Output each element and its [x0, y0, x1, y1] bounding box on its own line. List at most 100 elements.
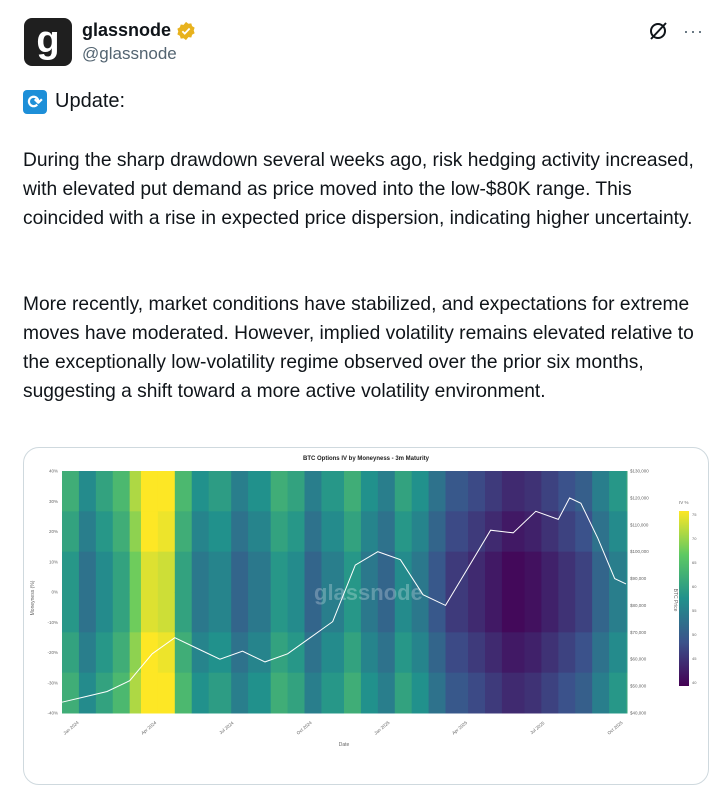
heatmap-band — [360, 632, 379, 674]
y-tick-label: 40% — [49, 469, 58, 474]
heatmap-band — [609, 511, 627, 553]
heatmap-band — [592, 551, 610, 593]
heatmap-band — [321, 672, 345, 714]
y2-tick-label: $60,000 — [630, 657, 647, 662]
heatmap-band — [157, 551, 176, 593]
colorbar-ticks: 75 70 65 60 55 50 45 40 — [692, 512, 697, 685]
heatmap-band — [524, 592, 542, 633]
heatmap-band — [609, 672, 627, 714]
heatmap-band — [62, 511, 80, 553]
y2-tick-label: $90,000 — [630, 576, 647, 581]
heatmap-band — [558, 471, 576, 512]
heatmap-band — [575, 551, 593, 593]
y-tick-label: -20% — [47, 650, 58, 655]
heatmap-band — [428, 632, 447, 674]
heatmap-band — [377, 471, 396, 512]
y2-tick-label: $120,000 — [630, 495, 649, 500]
colorbar-tick-label: 65 — [692, 560, 697, 565]
heatmap-band — [558, 592, 576, 633]
heatmap-band — [231, 551, 249, 593]
heatmap-band — [95, 592, 114, 633]
heatmap-band — [270, 471, 289, 512]
heatmap-band — [270, 511, 289, 553]
heatmap-band — [428, 592, 447, 633]
btc-price-line — [61, 497, 627, 703]
heatmap-band — [394, 592, 413, 633]
heatmap-band — [231, 511, 249, 553]
heatmap-band — [321, 511, 345, 553]
post-paragraph-2: More recently, market conditions have st… — [23, 294, 694, 402]
more-icon[interactable]: ··· — [683, 20, 704, 41]
heatmap-band — [95, 471, 114, 512]
heatmap-band — [287, 551, 306, 593]
heatmap-band — [157, 471, 176, 512]
heatmap-band — [174, 511, 193, 553]
display-name-text[interactable]: glassnode — [82, 20, 172, 40]
heatmap-band — [95, 632, 114, 674]
y2-tick-label: $110,000 — [630, 522, 649, 527]
heatmap-band — [468, 511, 486, 553]
y-tick-label: 10% — [49, 559, 58, 564]
heatmap-band — [208, 632, 232, 674]
heatmap-band — [191, 592, 210, 633]
avatar[interactable]: g — [24, 18, 72, 66]
heatmap-band — [445, 672, 469, 714]
y-axis-ticks: 40% 30% 20% 10% 0% -10% -20% -30% -40% — [47, 469, 58, 716]
heatmap-band — [377, 511, 396, 553]
heatmap-band — [157, 592, 176, 633]
x-tick-label: Jan 2025 — [373, 720, 391, 736]
heatmap-band — [626, 471, 628, 512]
heatmap-band — [558, 551, 576, 593]
heatmap-band — [140, 672, 159, 714]
x-tick-label: Jul 2024 — [218, 720, 235, 735]
heatmap-band — [270, 672, 289, 714]
heatmap-band — [541, 551, 559, 593]
price-line-group — [61, 497, 627, 703]
x-tick-label: Oct 2025 — [606, 720, 624, 736]
heatmap-band — [304, 632, 322, 674]
heatmap-band — [468, 672, 486, 714]
heatmap-band — [394, 471, 413, 512]
heatmap-band — [140, 632, 159, 674]
heatmap-band — [208, 551, 232, 593]
heatmap-band — [445, 511, 469, 553]
heatmap-band — [304, 672, 322, 714]
heatmap-band — [112, 672, 131, 714]
colorbar-label: IV % — [679, 500, 689, 505]
heatmap-band — [112, 471, 131, 512]
verified-badge-icon — [177, 21, 195, 40]
heatmap-band — [140, 511, 159, 553]
heatmap-band — [485, 592, 503, 633]
heatmap-band — [411, 672, 430, 714]
display-name[interactable]: glassnode — [82, 20, 196, 41]
heatmap-band — [411, 511, 430, 553]
heatmap-band — [485, 471, 503, 512]
colorbar-tick-label: 70 — [692, 536, 697, 541]
heatmap-band — [541, 511, 559, 553]
colorbar-tick-label: 50 — [692, 632, 697, 637]
heatmap-band — [592, 672, 610, 714]
heatmap-band — [468, 592, 486, 633]
heatmap-band — [248, 632, 272, 674]
account-handle[interactable]: @glassnode — [82, 44, 177, 63]
heatmap-band — [208, 471, 232, 512]
heatmap-band — [609, 471, 627, 512]
heatmap-band — [191, 632, 210, 674]
heatmap-band — [558, 672, 576, 714]
heatmap-band — [321, 551, 345, 593]
heatmap-band — [95, 511, 114, 553]
x-tick-label: Jan 2024 — [62, 720, 80, 736]
heatmap-band — [304, 592, 322, 633]
y2-tick-label: $70,000 — [630, 630, 647, 635]
y2-axis-ticks: $130,000 $120,000 $110,000 $100,000 $90,000 $… — [630, 469, 649, 716]
chart-image[interactable]: BTC Options IV by Moneyness - 3m Maturit… — [23, 447, 709, 785]
heatmap-band — [174, 632, 193, 674]
heatmap-band — [287, 672, 306, 714]
y-tick-label: 30% — [49, 499, 58, 504]
heatmap-band — [231, 592, 249, 633]
heatmap-band — [626, 672, 628, 714]
heatmap-band — [78, 632, 97, 674]
x-axis-label: Date — [339, 742, 350, 748]
heatmap-band — [95, 672, 114, 714]
grok-icon[interactable] — [647, 20, 669, 42]
